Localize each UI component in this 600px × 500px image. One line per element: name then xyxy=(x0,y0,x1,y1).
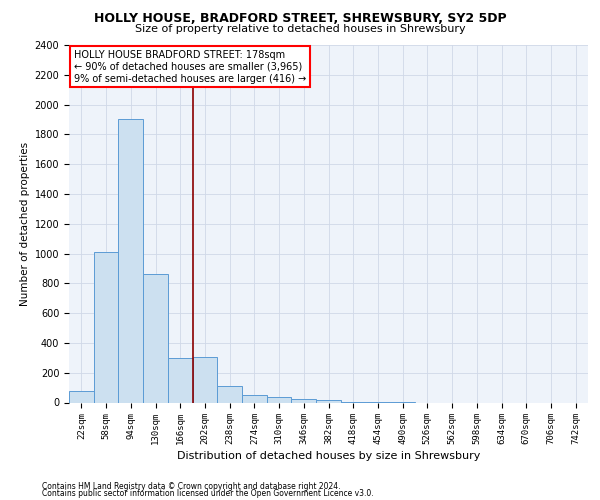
Y-axis label: Number of detached properties: Number of detached properties xyxy=(20,142,31,306)
Bar xyxy=(316,400,341,402)
Text: Contains HM Land Registry data © Crown copyright and database right 2024.: Contains HM Land Registry data © Crown c… xyxy=(42,482,341,491)
Bar xyxy=(267,396,292,402)
Bar xyxy=(143,274,168,402)
Bar xyxy=(69,390,94,402)
X-axis label: Distribution of detached houses by size in Shrewsbury: Distribution of detached houses by size … xyxy=(177,452,480,462)
Bar xyxy=(292,399,316,402)
Text: HOLLY HOUSE, BRADFORD STREET, SHREWSBURY, SY2 5DP: HOLLY HOUSE, BRADFORD STREET, SHREWSBURY… xyxy=(94,12,506,26)
Bar xyxy=(168,358,193,403)
Bar xyxy=(118,120,143,403)
Bar xyxy=(217,386,242,402)
Text: Size of property relative to detached houses in Shrewsbury: Size of property relative to detached ho… xyxy=(134,24,466,34)
Bar xyxy=(193,357,217,403)
Text: Contains public sector information licensed under the Open Government Licence v3: Contains public sector information licen… xyxy=(42,488,374,498)
Bar xyxy=(242,395,267,402)
Text: HOLLY HOUSE BRADFORD STREET: 178sqm
← 90% of detached houses are smaller (3,965): HOLLY HOUSE BRADFORD STREET: 178sqm ← 90… xyxy=(74,50,307,84)
Bar xyxy=(94,252,118,402)
